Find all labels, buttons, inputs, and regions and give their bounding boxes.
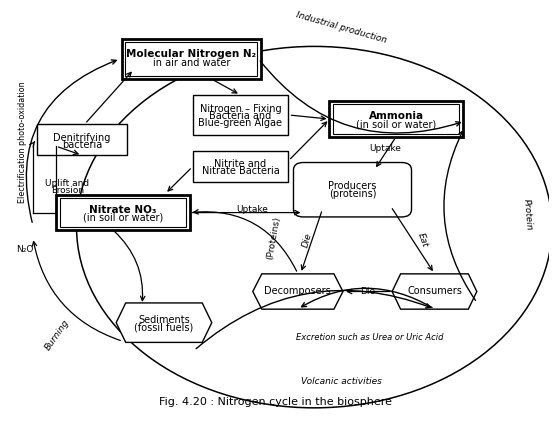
Text: Decomposers: Decomposers: [264, 286, 331, 296]
FancyBboxPatch shape: [193, 95, 288, 135]
FancyBboxPatch shape: [193, 151, 288, 182]
Text: Ammonia: Ammonia: [369, 111, 424, 121]
FancyBboxPatch shape: [333, 104, 459, 134]
FancyBboxPatch shape: [125, 42, 257, 76]
Text: Excretion such as Urea or Uric Acid: Excretion such as Urea or Uric Acid: [296, 333, 444, 342]
Text: Bacteria and: Bacteria and: [209, 111, 272, 121]
FancyBboxPatch shape: [60, 198, 186, 227]
Text: (in soil or water): (in soil or water): [83, 213, 163, 223]
Text: Erosion: Erosion: [51, 186, 84, 195]
Text: Electrification photo-oxidation: Electrification photo-oxidation: [19, 81, 28, 203]
Polygon shape: [253, 274, 343, 309]
FancyBboxPatch shape: [121, 39, 261, 79]
Text: (Proteins): (Proteins): [265, 215, 282, 260]
FancyBboxPatch shape: [37, 124, 127, 155]
Text: Fig. 4.20 : Nitrogen cycle in the biosphere: Fig. 4.20 : Nitrogen cycle in the biosph…: [160, 397, 392, 407]
Text: bacteria: bacteria: [62, 140, 102, 150]
Text: Nitrogen – Fixing: Nitrogen – Fixing: [200, 104, 282, 114]
Text: Sediments: Sediments: [138, 315, 190, 325]
Text: Industrial production: Industrial production: [295, 11, 388, 45]
Text: Nitrite and: Nitrite and: [214, 159, 267, 169]
Text: Consumers: Consumers: [407, 286, 462, 296]
Text: (in soil or water): (in soil or water): [356, 119, 436, 129]
Text: Uptake: Uptake: [236, 205, 268, 214]
Text: Nitrate NO₃: Nitrate NO₃: [89, 205, 157, 215]
Text: N₂O: N₂O: [16, 245, 33, 254]
FancyBboxPatch shape: [56, 195, 190, 230]
Text: Die: Die: [360, 287, 375, 296]
Text: Die: Die: [301, 232, 314, 249]
Text: Protein: Protein: [522, 198, 533, 231]
Text: Uplift and: Uplift and: [45, 179, 89, 188]
Text: Uptake: Uptake: [369, 144, 401, 153]
Text: Producers: Producers: [328, 181, 376, 192]
Text: (proteins): (proteins): [329, 189, 376, 199]
Text: in air and water: in air and water: [152, 58, 230, 68]
Polygon shape: [116, 303, 212, 342]
Text: Denitrifying: Denitrifying: [54, 133, 111, 143]
Text: Eat: Eat: [416, 231, 429, 248]
Text: (fossil fuels): (fossil fuels): [134, 322, 194, 333]
Text: Burning: Burning: [44, 318, 71, 352]
Text: Nitrate Bacteria: Nitrate Bacteria: [201, 165, 279, 176]
Polygon shape: [392, 274, 477, 309]
Text: Volcanic activities: Volcanic activities: [301, 377, 382, 386]
Text: Molecular Nitrogen N₂: Molecular Nitrogen N₂: [126, 49, 256, 59]
Text: Blue-green Algae: Blue-green Algae: [199, 118, 283, 128]
FancyBboxPatch shape: [330, 101, 463, 137]
FancyBboxPatch shape: [294, 163, 412, 217]
